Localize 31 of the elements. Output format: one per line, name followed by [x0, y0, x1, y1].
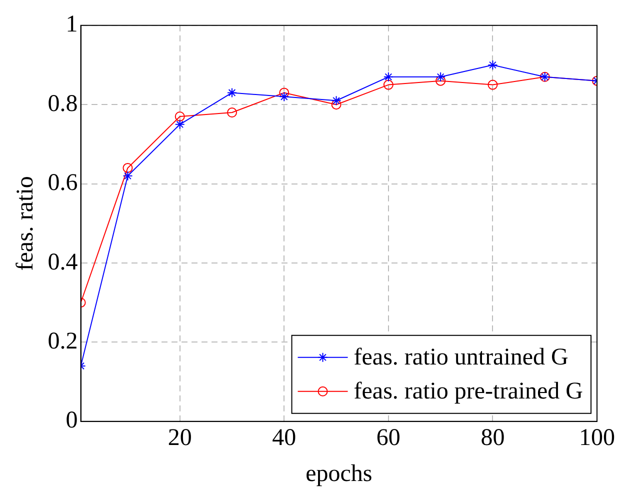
point — [122, 170, 133, 181]
y-tick-label: 0.2 — [48, 328, 78, 354]
point — [383, 80, 394, 90]
point — [488, 60, 498, 70]
x-tick-label: 100 — [579, 425, 615, 452]
y-tick-label: 0 — [66, 408, 78, 434]
point — [331, 96, 342, 106]
y-axis-title: feas. ratio — [12, 176, 39, 271]
point — [174, 119, 185, 130]
y-tick-label: 0.6 — [48, 170, 78, 196]
y-tick-label: 0.4 — [48, 249, 78, 276]
x-tick-label: 20 — [168, 425, 192, 452]
legend-label: feas. ratio pre-trained G — [354, 378, 583, 405]
point — [331, 100, 342, 110]
point — [436, 76, 446, 86]
point — [436, 72, 446, 82]
x-tick-label: 80 — [480, 425, 505, 452]
legend-label: feas. ratio untrained G — [354, 344, 568, 371]
point — [279, 92, 290, 102]
y-tick-label: 1 — [66, 12, 78, 38]
x-tick-label: 60 — [376, 425, 400, 452]
point — [488, 80, 498, 90]
point — [122, 162, 133, 173]
x-axis-title: epochs — [306, 460, 372, 487]
y-tick-label: 0.8 — [48, 90, 78, 117]
point — [174, 111, 185, 122]
x-tick-label: 40 — [272, 425, 296, 452]
point — [279, 88, 290, 98]
point — [227, 88, 238, 98]
point — [383, 72, 394, 82]
point — [227, 108, 238, 118]
